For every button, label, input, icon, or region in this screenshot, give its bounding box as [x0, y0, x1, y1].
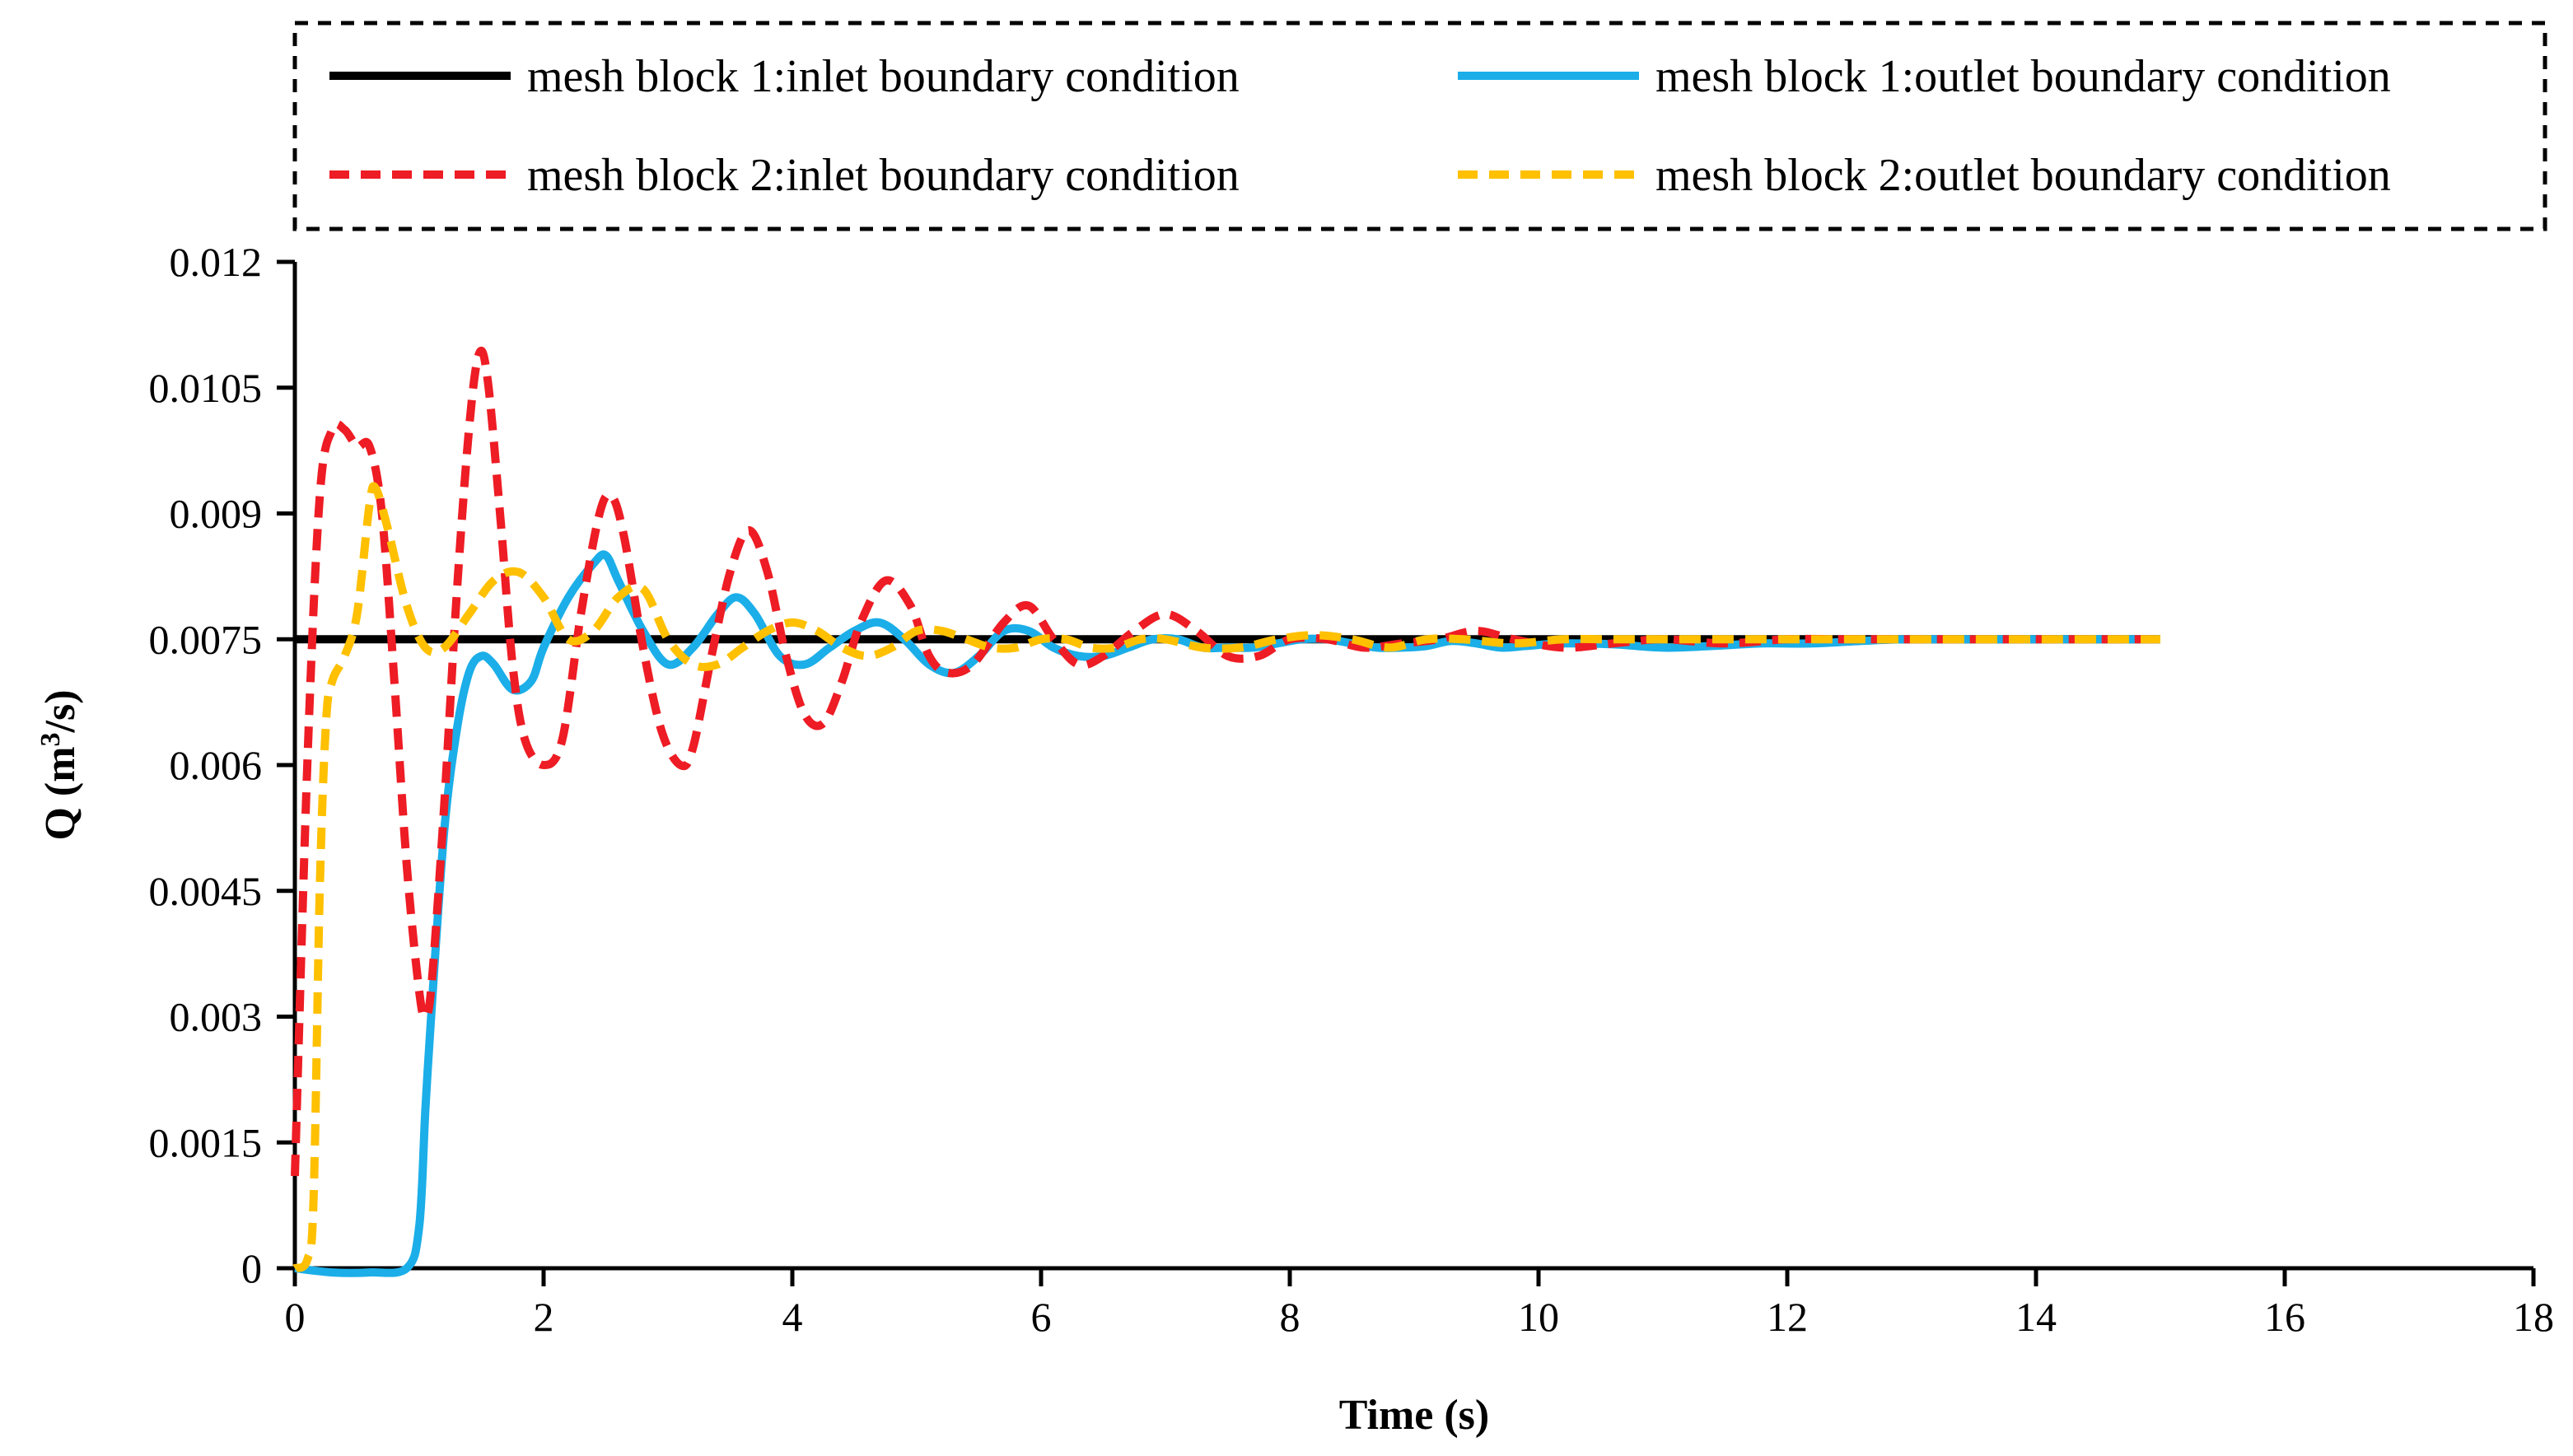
legend-label-series-4: mesh block 2:outlet boundary condition — [1655, 150, 2391, 201]
y-tick-label: 0.0075 — [149, 616, 263, 662]
axes — [292, 262, 2533, 1271]
x-tick-label: 8 — [1280, 1294, 1301, 1340]
x-tick-label: 14 — [2015, 1294, 2057, 1340]
y-tick-label: 0.0015 — [149, 1119, 263, 1165]
y-tick-label: 0.003 — [170, 994, 263, 1040]
legend-border — [292, 21, 2547, 231]
y-axis-title-main: Q (m — [37, 746, 84, 840]
x-tick-label: 10 — [1518, 1294, 1559, 1340]
legend-label-series-2: mesh block 1:outlet boundary condition — [1655, 51, 2391, 102]
y-tick-label: 0.009 — [170, 491, 263, 537]
x-axis-title: Time (s) — [1339, 1392, 1489, 1439]
y-tick-label: 0.0045 — [149, 868, 263, 914]
y-tick-label: 0.012 — [170, 239, 263, 285]
series-layer — [291, 346, 2160, 1277]
y-axis-title-tail: /s) — [37, 689, 84, 733]
x-tick-label: 12 — [1767, 1294, 1808, 1340]
y-tick-label: 0.0105 — [149, 365, 263, 411]
y-tick-label: 0.006 — [170, 742, 263, 788]
series-outlet-block-2-line — [292, 482, 2160, 1272]
y-tick-label: 0 — [241, 1245, 262, 1291]
x-tick-label: 0 — [285, 1294, 306, 1340]
legend: mesh block 1:inlet boundary condition me… — [292, 21, 2547, 231]
x-tick-label: 16 — [2264, 1294, 2305, 1340]
series-inlet-block-2-line — [291, 346, 2160, 1177]
x-tick-label: 2 — [534, 1294, 554, 1340]
legend-label-series-3: mesh block 2:inlet boundary condition — [527, 150, 1240, 201]
y-axis-title-sup: 3 — [35, 732, 66, 746]
legend-label-series-1: mesh block 1:inlet boundary condition — [527, 51, 1240, 102]
x-ticks: 0 2 4 6 8 10 12 14 16 18 — [285, 1268, 2554, 1340]
x-tick-label: 6 — [1031, 1294, 1052, 1340]
y-ticks: 0 0.0015 0.003 0.0045 0.006 0.0075 0.009 0.0105… — [149, 239, 295, 1291]
y-axis-title: Q (m3/s) — [35, 689, 85, 840]
x-tick-label: 4 — [782, 1294, 803, 1340]
x-tick-label: 18 — [2513, 1294, 2554, 1340]
